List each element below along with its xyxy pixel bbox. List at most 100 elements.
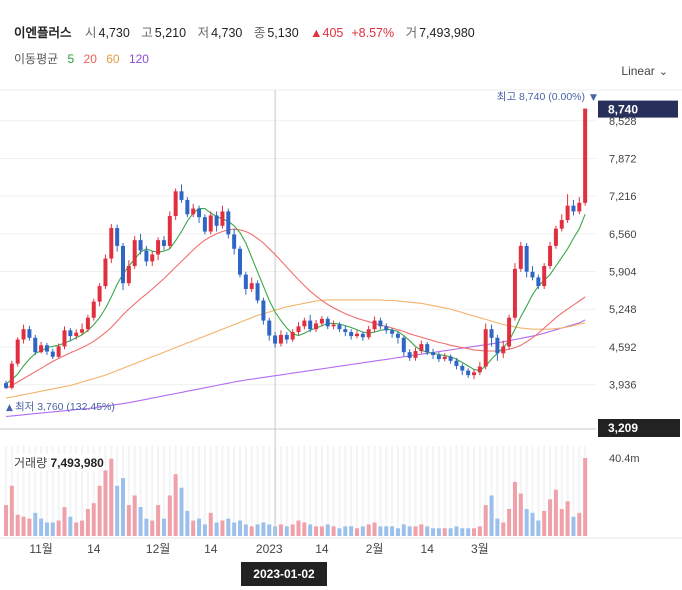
candle — [243, 274, 248, 289]
candle — [542, 266, 547, 287]
candle — [138, 240, 143, 251]
volume-bar — [460, 528, 465, 536]
candle — [308, 320, 313, 330]
y-tick-label: 5,248 — [609, 304, 637, 316]
volume-bar — [448, 528, 453, 536]
candle — [202, 217, 207, 232]
volume-bar — [296, 520, 301, 536]
volume-value: 7,493,980 — [419, 26, 475, 40]
candle — [21, 329, 26, 340]
candle — [121, 245, 125, 284]
y-tick-label: 7,216 — [609, 191, 637, 203]
crosshair-price-value: 3,209 — [608, 421, 638, 435]
candle — [355, 333, 359, 337]
high-value: 5,210 — [154, 26, 187, 40]
volume-bar — [27, 518, 32, 536]
candle — [191, 208, 196, 215]
ma-20-label: 20 — [83, 52, 97, 66]
candle — [226, 211, 231, 235]
candle — [261, 300, 266, 321]
candle — [214, 215, 219, 226]
candle — [62, 330, 67, 347]
volume-bar — [126, 505, 131, 536]
candle — [483, 329, 488, 367]
ma-60-label: 60 — [106, 52, 120, 66]
candle — [559, 220, 564, 229]
volume-bar — [507, 508, 512, 536]
open-label: 시 — [85, 26, 97, 40]
volume-bar — [15, 514, 20, 536]
candle — [507, 317, 512, 347]
candle — [466, 370, 471, 376]
volume-bar — [50, 522, 55, 536]
candle — [284, 334, 289, 340]
candle — [571, 205, 576, 212]
volume-panel-value: 7,493,980 — [50, 456, 104, 470]
candle — [489, 329, 494, 338]
candle — [536, 277, 541, 287]
x-tick-label: 12월 — [146, 542, 170, 556]
open-value: 4,730 — [98, 26, 130, 40]
scale-mode-label: Linear — [621, 64, 655, 78]
scale-mode-dropdown[interactable]: Linear ⌄ — [621, 64, 668, 78]
volume-bar — [284, 526, 289, 536]
volume-bar — [132, 495, 137, 536]
volume-axis-label: 40.4m — [609, 453, 640, 465]
volume-bar — [384, 526, 389, 536]
volume-bar — [308, 524, 313, 536]
volume-bar — [577, 512, 582, 536]
candle — [115, 228, 120, 246]
volume-bar — [208, 512, 213, 536]
candle — [518, 245, 523, 269]
low-label: 저 — [197, 26, 210, 40]
candle — [296, 326, 301, 333]
candle — [319, 318, 324, 324]
volume-bar — [524, 508, 529, 536]
candle — [150, 254, 155, 262]
y-tick-label: 6,560 — [609, 229, 637, 241]
x-tick-label: 2023 — [256, 542, 283, 556]
candle — [208, 215, 213, 232]
x-tick-label: 14 — [204, 542, 218, 556]
candle — [331, 324, 336, 327]
close-value: 5,130 — [267, 26, 299, 40]
candle — [15, 339, 20, 364]
volume-bar — [226, 518, 231, 536]
volume-bar — [68, 516, 73, 536]
candle — [173, 191, 178, 217]
candle — [337, 324, 342, 330]
candle — [132, 240, 137, 266]
candle — [44, 345, 49, 352]
volume-bar — [150, 520, 155, 536]
x-tick-label: 14 — [421, 542, 435, 556]
candle — [161, 240, 166, 246]
x-tick-label: 3월 — [471, 542, 489, 556]
candle — [378, 320, 383, 327]
candle — [384, 326, 389, 331]
candle — [401, 337, 406, 353]
y-tick-label: 3,936 — [609, 380, 637, 392]
crosshair-price-tag — [598, 419, 680, 437]
volume-bar — [542, 510, 547, 536]
volume-bar — [144, 518, 149, 536]
volume-bar — [325, 524, 330, 536]
candle — [454, 360, 459, 366]
moving-average-legend[interactable]: 이동평균 5 20 60 120 — [14, 50, 155, 67]
last-price-tag — [598, 100, 678, 118]
volume-bar — [419, 524, 424, 536]
volume-bar — [33, 512, 38, 536]
volume-bar — [431, 528, 436, 536]
y-tick-label: 5,904 — [609, 267, 637, 279]
volume-bar — [436, 528, 441, 536]
candle — [9, 363, 14, 388]
candle — [179, 191, 184, 200]
candle — [431, 352, 436, 356]
volume-bar — [378, 526, 383, 536]
candle — [425, 344, 430, 353]
volume-bar — [220, 520, 225, 536]
candle — [577, 202, 582, 212]
candle — [302, 320, 307, 327]
candle — [290, 332, 295, 340]
candle — [349, 332, 354, 337]
